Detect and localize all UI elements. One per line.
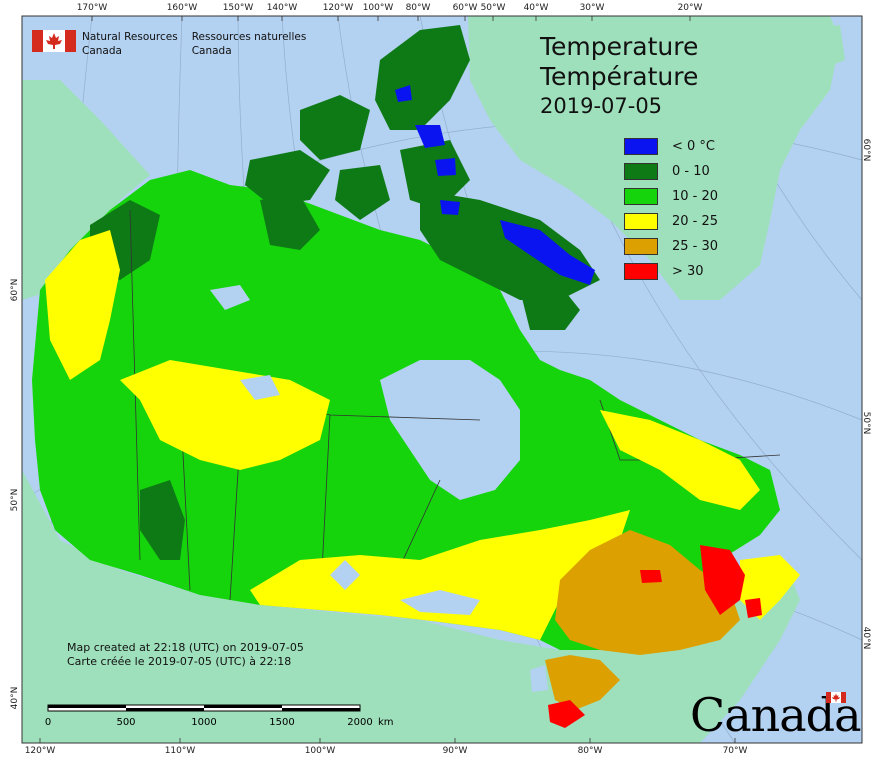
graticule-label-top: 50°W: [480, 3, 506, 13]
legend-item: 10 - 20: [624, 184, 718, 209]
map-border: [21, 15, 863, 744]
graticule-ticks: [39, 16, 736, 743]
legend-label: 25 - 30: [672, 239, 719, 254]
credit-english: Map created at 22:18 (UTC) on 2019-07-05: [67, 641, 304, 654]
legend-item: > 30: [624, 259, 718, 284]
graticule-label-top: 160°W: [166, 3, 198, 13]
graticule-label-bottom: 80°W: [577, 746, 603, 756]
graticule-label-top: 150°W: [222, 3, 254, 13]
very-hot-areas: [548, 545, 762, 728]
credit-french: Carte créée le 2019-07-05 (UTC) à 22:18: [67, 655, 292, 668]
greenland-land: [468, 16, 840, 300]
map-credit: Map created at 22:18 (UTC) on 2019-07-05…: [67, 641, 304, 669]
agency-en-line: Natural Resources: [82, 31, 178, 43]
iceland-land: [798, 25, 845, 70]
graticule-label-top: 100°W: [362, 3, 394, 13]
warm-areas: [45, 230, 800, 640]
legend-label: 0 - 10: [672, 164, 710, 179]
map-date: 2019-07-05: [540, 94, 663, 118]
legend-item: 0 - 10: [624, 159, 718, 184]
wordmark-flag-icon: [826, 692, 846, 703]
agency-signature: Natural Resources Canada Ressources natu…: [32, 30, 320, 58]
legend-label: < 0 °C: [672, 139, 716, 154]
graticule-label-bottom: 100°W: [304, 746, 336, 756]
legend-swatch: [624, 188, 658, 205]
graticule-label-top: 30°W: [579, 3, 605, 13]
map-title: Temperature Température 2019-07-05: [540, 32, 698, 120]
legend-swatch: [624, 263, 658, 280]
graticule-label-bottom: 70°W: [722, 746, 748, 756]
agency-name-fr: Ressources naturelles Canada: [192, 30, 307, 58]
title-french: Température: [540, 62, 699, 91]
canada-flag-icon: [32, 30, 76, 52]
agency-name-en: Natural Resources Canada: [82, 30, 178, 58]
graticule-label-top: 40°W: [523, 3, 549, 13]
graticule-label-left: 50°N: [10, 488, 20, 512]
graticule-label-top: 120°W: [322, 3, 354, 13]
scale-bar: 0 500 1000 1500 2000 km: [45, 704, 394, 728]
agency-en-line: Canada: [82, 45, 122, 57]
agency-fr-line: Ressources naturelles: [191, 31, 307, 43]
arctic-islands: [90, 25, 600, 560]
graticule-label-bottom: 110°W: [164, 746, 196, 756]
alaska-land: [22, 80, 150, 300]
graticule-label-right: 60°N: [861, 138, 871, 162]
graticule-label-top: 20°W: [677, 3, 703, 13]
cold-patches: [395, 85, 595, 285]
hot-areas: [545, 530, 740, 710]
legend: < 0 °C 0 - 10 10 - 20 20 - 25 25 - 30 > 30: [624, 134, 718, 284]
graticule-label-top: 170°W: [76, 3, 108, 13]
graticule-label-top: 140°W: [266, 3, 298, 13]
legend-item: < 0 °C: [624, 134, 718, 159]
scale-label: 500: [116, 717, 135, 728]
graticule-label-bottom: 90°W: [442, 746, 468, 756]
legend-swatch: [624, 138, 658, 155]
legend-item: 25 - 30: [624, 234, 718, 259]
legend-swatch: [624, 213, 658, 230]
legend-label: > 30: [672, 264, 704, 279]
legend-label: 10 - 20: [672, 189, 719, 204]
lakes: [210, 285, 548, 692]
scale-unit: km: [378, 717, 394, 728]
graticule-label-left: 40°N: [10, 686, 20, 710]
graticule-label-right: 50°N: [861, 411, 871, 435]
scale-label: 2000: [347, 717, 372, 728]
legend-swatch: [624, 238, 658, 255]
legend-item: 20 - 25: [624, 209, 718, 234]
title-english: Temperature: [540, 32, 699, 61]
legend-label: 20 - 25: [672, 214, 719, 229]
graticule-label-top: 60°W: [452, 3, 478, 13]
scale-label: 0: [45, 717, 51, 728]
agency-fr-line: Canada: [191, 45, 232, 57]
graticule-label-left: 60°N: [10, 278, 20, 302]
graticule-label-top: 80°W: [405, 3, 431, 13]
hudson-bay: [380, 360, 520, 500]
graticule-label-bottom: 120°W: [24, 746, 56, 756]
scale-label: 1500: [269, 717, 294, 728]
scale-label: 1000: [191, 717, 216, 728]
legend-swatch: [624, 163, 658, 180]
graticule-label-right: 40°N: [861, 626, 871, 650]
